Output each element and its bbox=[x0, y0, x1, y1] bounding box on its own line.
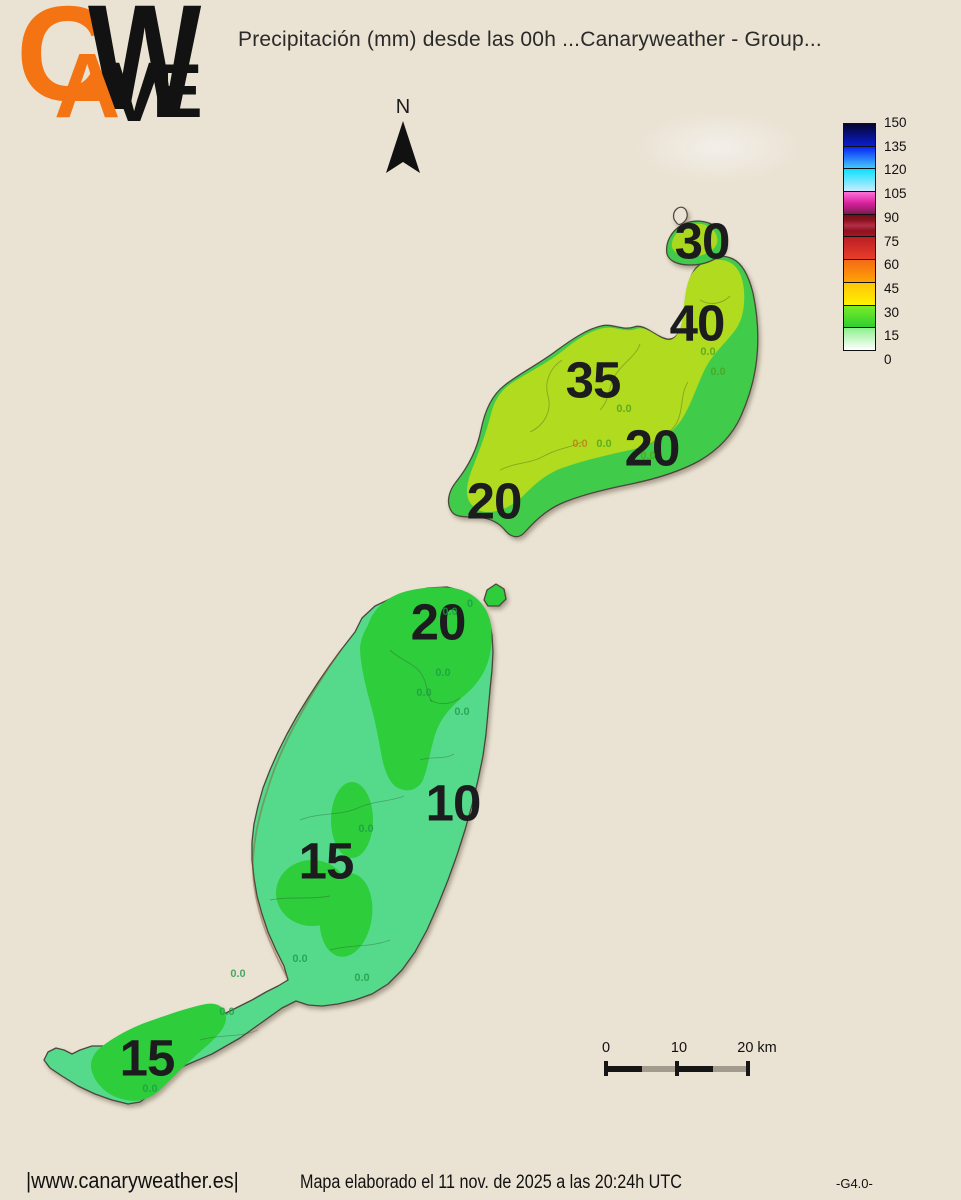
station-value: 0.0 bbox=[640, 450, 656, 462]
fuerteventura-heavy-rain-jandia bbox=[90, 1003, 227, 1101]
fuerteventura-contour-lines bbox=[199, 649, 461, 1041]
scale-bar: 0 10 20 km bbox=[585, 1040, 777, 1080]
legend-color-cell bbox=[843, 145, 876, 170]
legend-tick-label: 60 bbox=[884, 257, 900, 273]
legend-color-cell bbox=[843, 191, 876, 215]
legend-tick-label: 90 bbox=[884, 209, 900, 225]
precip-value-label: 35 bbox=[565, 351, 622, 409]
station-value: 0.0 bbox=[454, 706, 470, 718]
legend-color-cell bbox=[843, 281, 876, 306]
la-graciosa-high-zone bbox=[671, 223, 718, 257]
island-lanzarote bbox=[447, 206, 759, 538]
fuerteventura-heavy-rain-north bbox=[360, 587, 492, 791]
lanzarote-high-precip-zone bbox=[467, 259, 745, 513]
scale-segment bbox=[606, 1066, 642, 1072]
legend-color-cell bbox=[843, 259, 876, 283]
legend-tick-label: 150 bbox=[884, 115, 907, 130]
logo-letter: E bbox=[152, 49, 203, 134]
scale-tick bbox=[746, 1061, 750, 1076]
scale-segment bbox=[641, 1066, 677, 1072]
legend-color-cell bbox=[843, 168, 876, 193]
legend-tick-label: 45 bbox=[884, 280, 900, 296]
station-value: 0.0 bbox=[292, 953, 308, 965]
scale-tick bbox=[604, 1061, 608, 1076]
legend-color-cell bbox=[843, 123, 876, 147]
station-value: 0.0 bbox=[710, 366, 726, 378]
legend-color-cell bbox=[843, 213, 876, 238]
station-value: 0.0 bbox=[700, 346, 716, 358]
legend-color-cell bbox=[843, 327, 876, 351]
legend-colorbar bbox=[843, 123, 876, 351]
north-arrow: N bbox=[383, 96, 423, 186]
station-value: 0.0 bbox=[230, 968, 246, 980]
station-value: 0.0 bbox=[596, 438, 612, 450]
scale-segment bbox=[712, 1066, 748, 1072]
station-value: 0.0 bbox=[616, 403, 632, 415]
scale-bar-line bbox=[606, 1066, 748, 1072]
station-value: 0.0 bbox=[435, 667, 451, 679]
station-value: 0.0 bbox=[354, 972, 370, 984]
footer-version: -G4.0- bbox=[836, 1176, 873, 1191]
scale-label-0: 0 bbox=[601, 1040, 611, 1056]
station-value: 0.0 bbox=[358, 823, 374, 835]
scale-label-10: 10 bbox=[670, 1040, 688, 1056]
logo-letter: A bbox=[54, 35, 121, 137]
precip-value-label: 15 bbox=[298, 832, 355, 890]
scale-segment bbox=[677, 1066, 713, 1072]
footer-website: |www.canaryweather.es| bbox=[26, 1168, 239, 1193]
island-alegranza-outline bbox=[672, 206, 688, 225]
legend-tick-label: 105 bbox=[884, 186, 907, 202]
legend-tick-label: 15 bbox=[884, 328, 900, 344]
north-label: N bbox=[395, 96, 411, 118]
station-value: 0 bbox=[466, 598, 474, 610]
logo-letter: C bbox=[16, 0, 114, 129]
fuerteventura-heavy-rain-center-c bbox=[319, 873, 373, 957]
station-value: 0.0 bbox=[142, 1083, 158, 1095]
legend-tick-label: 75 bbox=[884, 233, 900, 249]
precip-value-label: 10 bbox=[425, 774, 482, 832]
legend-color-cell bbox=[843, 304, 876, 329]
cloud-patch bbox=[628, 108, 808, 186]
precip-value-label: 20 bbox=[410, 593, 467, 651]
logo-letter: W bbox=[88, 0, 202, 141]
map-title: Precipitación (mm) desde las 00h ...Cana… bbox=[238, 28, 822, 51]
island-fuerteventura bbox=[43, 583, 507, 1105]
precip-value-label: 20 bbox=[466, 472, 523, 530]
station-value: 0.0 bbox=[572, 438, 588, 450]
fuerteventura-west-cliffs bbox=[252, 649, 342, 980]
legend-tick-label: 120 bbox=[884, 162, 907, 178]
lanzarote-contour-lines bbox=[499, 295, 731, 471]
fuerteventura-heavy-rain-center-a bbox=[331, 782, 373, 858]
scale-tick bbox=[675, 1061, 679, 1076]
logo-letter: V bbox=[106, 45, 163, 139]
precip-value-label: 40 bbox=[669, 294, 726, 352]
north-arrow-icon bbox=[386, 121, 420, 173]
station-value: 0.0 bbox=[416, 687, 432, 699]
legend-tick-label: 135 bbox=[884, 138, 907, 154]
station-value: 0.0 bbox=[442, 606, 458, 618]
precip-value-label: 20 bbox=[624, 419, 681, 477]
legend-tick-labels: 150 135 120 105 90 75 60 45 30 15 0 bbox=[884, 115, 924, 367]
scale-label-20km: 20 km bbox=[737, 1040, 777, 1056]
island-lobos bbox=[483, 583, 507, 607]
precip-value-label: 15 bbox=[119, 1029, 176, 1087]
station-value: 0.0 bbox=[219, 1006, 235, 1018]
legend-tick-label: 30 bbox=[884, 304, 900, 320]
legend-tick-label: 0 bbox=[884, 352, 892, 367]
precip-value-label: 30 bbox=[674, 212, 731, 270]
legend-color-cell bbox=[843, 236, 876, 261]
footer-elaborated-text: Mapa elaborado el 11 nov. de 2025 a las … bbox=[300, 1172, 682, 1193]
